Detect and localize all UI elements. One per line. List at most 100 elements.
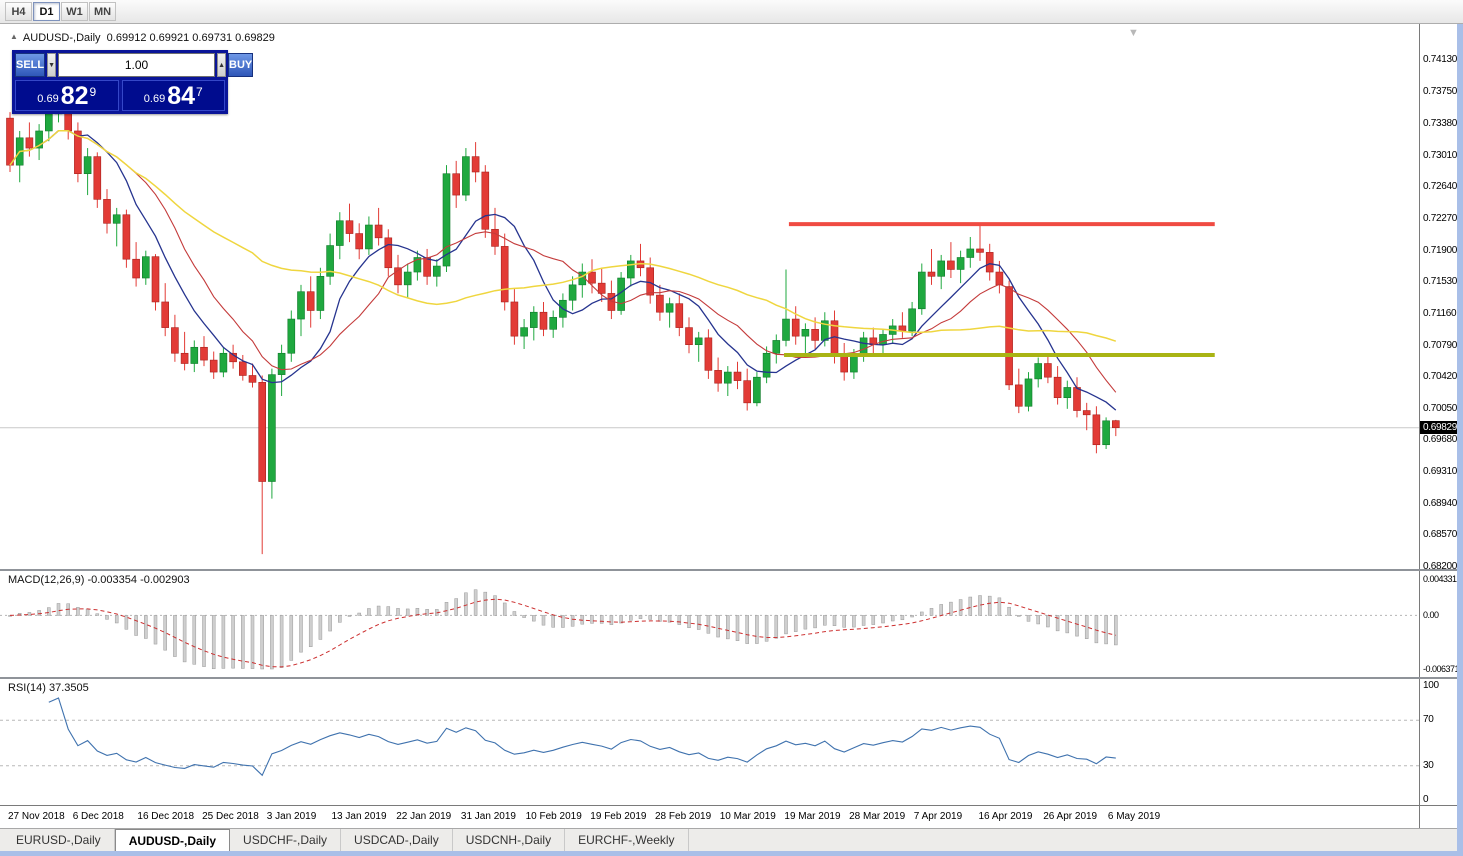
buy-button[interactable]: BUY — [228, 53, 254, 77]
timeframe-button-w1[interactable]: W1 — [61, 2, 88, 21]
rsi-label: RSI(14) 37.3505 — [8, 682, 89, 694]
date-label: 7 Apr 2019 — [913, 811, 963, 822]
date-label: 22 Jan 2019 — [396, 811, 452, 822]
price-tick: 0.71160 — [1423, 307, 1457, 319]
chart-tab-eurusd-daily[interactable]: EURUSD-,Daily — [3, 829, 115, 851]
rsi-scale[interactable]: 100 70 30 0 — [1419, 679, 1457, 805]
macd-signal-line — [9, 598, 1116, 668]
macd-histogram — [8, 589, 1118, 670]
ask-price-point: 7 — [196, 85, 203, 99]
pane-splitter[interactable] — [0, 677, 1463, 679]
date-label: 28 Mar 2019 — [849, 811, 906, 822]
date-label: 6 Dec 2018 — [72, 811, 124, 822]
price-tick: 0.68570 — [1423, 529, 1458, 541]
pane-splitter[interactable] — [0, 569, 1463, 571]
date-axis[interactable]: 27 Nov 2018 6 Dec 2018 16 Dec 2018 25 Dec 2… — [0, 805, 1463, 828]
date-label: 27 Nov 2018 — [8, 811, 65, 822]
candles-layer — [6, 76, 1120, 555]
chart-tab-usdcnh-daily[interactable]: USDCNH-,Daily — [453, 829, 566, 851]
ma-slow-line — [9, 129, 1117, 342]
date-label: 10 Feb 2019 — [525, 811, 582, 822]
main-price-scale[interactable]: 0.74130 0.73750 0.73380 0.73010 0.72640 0.722… — [1419, 24, 1458, 572]
price-tick: 0.68200 — [1423, 561, 1458, 572]
date-label: 16 Apr 2019 — [978, 811, 1033, 822]
chart-tab-usdcad-daily[interactable]: USDCAD-,Daily — [341, 829, 453, 851]
chart-tab-bar: EURUSD-,Daily AUDUSD-,Daily USDCHF-,Daily U… — [0, 828, 1463, 851]
trade-panel-prices: 0.69 82 9 0.69 84 7 — [15, 80, 225, 111]
price-tick: 0.70420 — [1423, 371, 1458, 383]
autoscroll-marker-icon: ▼ — [1128, 27, 1139, 39]
price-tick: 0.73010 — [1423, 149, 1458, 161]
rsi-tick: 100 — [1423, 680, 1439, 691]
date-label: 25 Dec 2018 — [202, 811, 259, 822]
macd-canvas[interactable] — [0, 571, 1419, 677]
timeframe-toolbar: H4 D1 W1 MN — [5, 2, 117, 21]
ask-price-prefix: 0.69 — [143, 93, 166, 105]
chart-symbol-label: AUDUSD-,Daily — [22, 32, 101, 44]
rsi-line — [48, 697, 1116, 777]
date-label: 19 Mar 2019 — [784, 811, 841, 822]
trade-panel-controls: SELL ▼ ▲ BUY — [15, 53, 254, 77]
date-label: 10 Mar 2019 — [719, 811, 776, 822]
volume-down-button[interactable]: ▼ — [47, 53, 57, 77]
date-label: 3 Jan 2019 — [266, 811, 317, 822]
timeframe-button-mn[interactable]: MN — [89, 2, 116, 21]
price-tick: 0.73380 — [1423, 118, 1458, 130]
axis-corner — [1419, 806, 1420, 828]
toolbar: H4 D1 W1 MN — [0, 0, 1463, 24]
ask-price-pips: 84 — [167, 82, 196, 110]
price-tick: 0.72640 — [1423, 181, 1458, 193]
price-tick: 0.73750 — [1423, 86, 1458, 98]
ma-medium-line — [9, 130, 1117, 393]
sell-button[interactable]: SELL — [15, 53, 46, 77]
rsi-tick: 70 — [1423, 714, 1434, 726]
price-tick: 0.71530 — [1423, 276, 1458, 288]
timeframe-button-d1[interactable]: D1 — [33, 2, 60, 21]
date-label: 31 Jan 2019 — [460, 811, 516, 822]
macd-tick: 0.00 — [1423, 610, 1439, 621]
price-tick: 0.72270 — [1423, 213, 1458, 225]
macd-pane: MACD(12,26,9) -0.003354 -0.002903 0.0043… — [0, 571, 1463, 677]
macd-label: MACD(12,26,9) -0.003354 -0.002903 — [8, 574, 190, 586]
main-chart-canvas[interactable] — [0, 24, 1419, 569]
bid-price-prefix: 0.69 — [37, 93, 59, 105]
price-tick: 0.69310 — [1423, 466, 1458, 478]
price-tick: 0.68940 — [1423, 497, 1458, 509]
macd-tick: -0.006371 — [1423, 664, 1460, 674]
chart-ohlc-values: 0.69912 0.69921 0.69731 0.69829 — [106, 32, 275, 44]
chart-tab-eurchf-weekly[interactable]: EURCHF-,Weekly — [565, 829, 689, 851]
chart-title: ▲ AUDUSD-,Daily 0.69912 0.69921 0.69731 0… — [10, 32, 275, 44]
bid-price-pips: 82 — [60, 82, 89, 110]
date-label: 28 Feb 2019 — [655, 811, 712, 822]
chart-tab-audusd-daily[interactable]: AUDUSD-,Daily — [114, 829, 231, 851]
date-label: 19 Feb 2019 — [590, 811, 647, 822]
volume-up-button[interactable]: ▲ — [217, 53, 226, 77]
one-click-collapse-icon[interactable]: ▲ — [10, 32, 18, 41]
volume-input[interactable] — [58, 53, 216, 77]
price-tick: 0.69680 — [1423, 434, 1458, 446]
rsi-pane: RSI(14) 37.3505 100 70 30 0 — [0, 679, 1463, 805]
rsi-canvas[interactable] — [0, 679, 1419, 805]
date-label: 16 Dec 2018 — [137, 811, 195, 822]
rsi-tick: 30 — [1423, 759, 1434, 771]
price-tick: 0.74130 — [1423, 54, 1458, 65]
date-label: 26 Apr 2019 — [1043, 811, 1098, 822]
macd-scale[interactable]: 0.004331 0.00 -0.006371 — [1419, 571, 1460, 677]
window-edge-bottom — [0, 851, 1463, 856]
main-chart-pane: ▲ AUDUSD-,Daily 0.69912 0.69921 0.69731 0… — [0, 24, 1463, 572]
price-tick: 0.71900 — [1423, 244, 1458, 256]
ma-fast-line — [9, 130, 1117, 411]
chart-tab-usdchf-daily[interactable]: USDCHF-,Daily — [230, 829, 342, 851]
sell-price-display[interactable]: 0.69 82 9 — [15, 80, 119, 111]
price-tick: 0.70050 — [1423, 402, 1458, 414]
date-label: 6 May 2019 — [1107, 811, 1161, 822]
window-edge-right — [1457, 24, 1463, 851]
bid-price-point: 9 — [89, 85, 97, 99]
one-click-trading-panel: SELL ▼ ▲ BUY 0.69 82 9 0.69 84 7 — [12, 50, 254, 114]
buy-price-display[interactable]: 0.69 84 7 — [121, 80, 225, 111]
price-tick: 0.70790 — [1423, 339, 1458, 351]
rsi-tick: 0 — [1423, 794, 1429, 805]
timeframe-button-h4[interactable]: H4 — [5, 2, 32, 21]
current-price-tag: 0.69829 — [1420, 420, 1458, 434]
